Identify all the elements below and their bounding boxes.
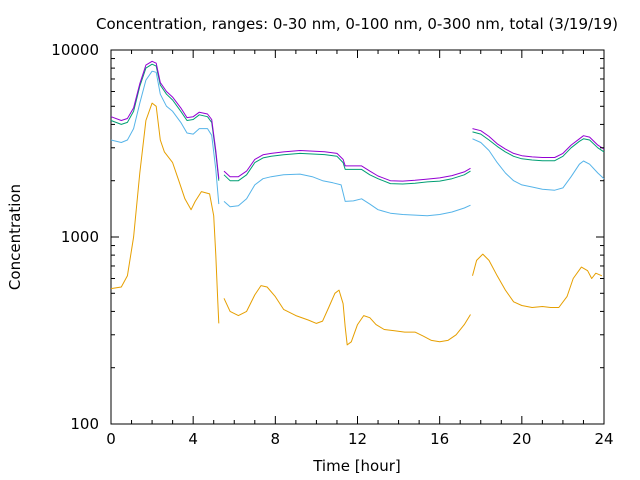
series-1-line <box>110 102 220 324</box>
series-4-line <box>223 150 471 182</box>
series-2-line <box>223 173 471 217</box>
x-tick-label: 12 <box>348 430 367 448</box>
series-4-line <box>472 128 605 158</box>
series-3-line <box>223 152 471 185</box>
x-tick-label: 24 <box>594 430 613 448</box>
series-layer <box>110 60 605 346</box>
y-tick-label: 10000 <box>51 41 99 59</box>
plot-frame <box>110 49 605 425</box>
y-tick-label: 100 <box>70 415 99 433</box>
chart-title: Concentration, ranges: 0-30 nm, 0-100 nm… <box>96 15 618 33</box>
series-4-line <box>110 60 220 179</box>
x-tick-label: 4 <box>188 430 198 448</box>
series-2-line <box>472 138 605 191</box>
series-2-line <box>110 70 220 205</box>
series-3-line <box>110 63 220 181</box>
series-3-line <box>472 131 605 162</box>
y-tick-label: 1000 <box>61 228 99 246</box>
x-tick-label: 8 <box>271 430 281 448</box>
y-axis-label: Concentration <box>6 184 24 290</box>
ticks-layer: 0 4 8 12 16 20 24 100 1000 10000 <box>51 41 613 448</box>
x-tick-label: 20 <box>512 430 531 448</box>
x-axis-label: Time [hour] <box>312 457 401 475</box>
x-tick-label: 0 <box>106 430 116 448</box>
series-1-line <box>472 253 603 308</box>
series-1-line <box>223 285 471 346</box>
x-tick-label: 16 <box>430 430 449 448</box>
